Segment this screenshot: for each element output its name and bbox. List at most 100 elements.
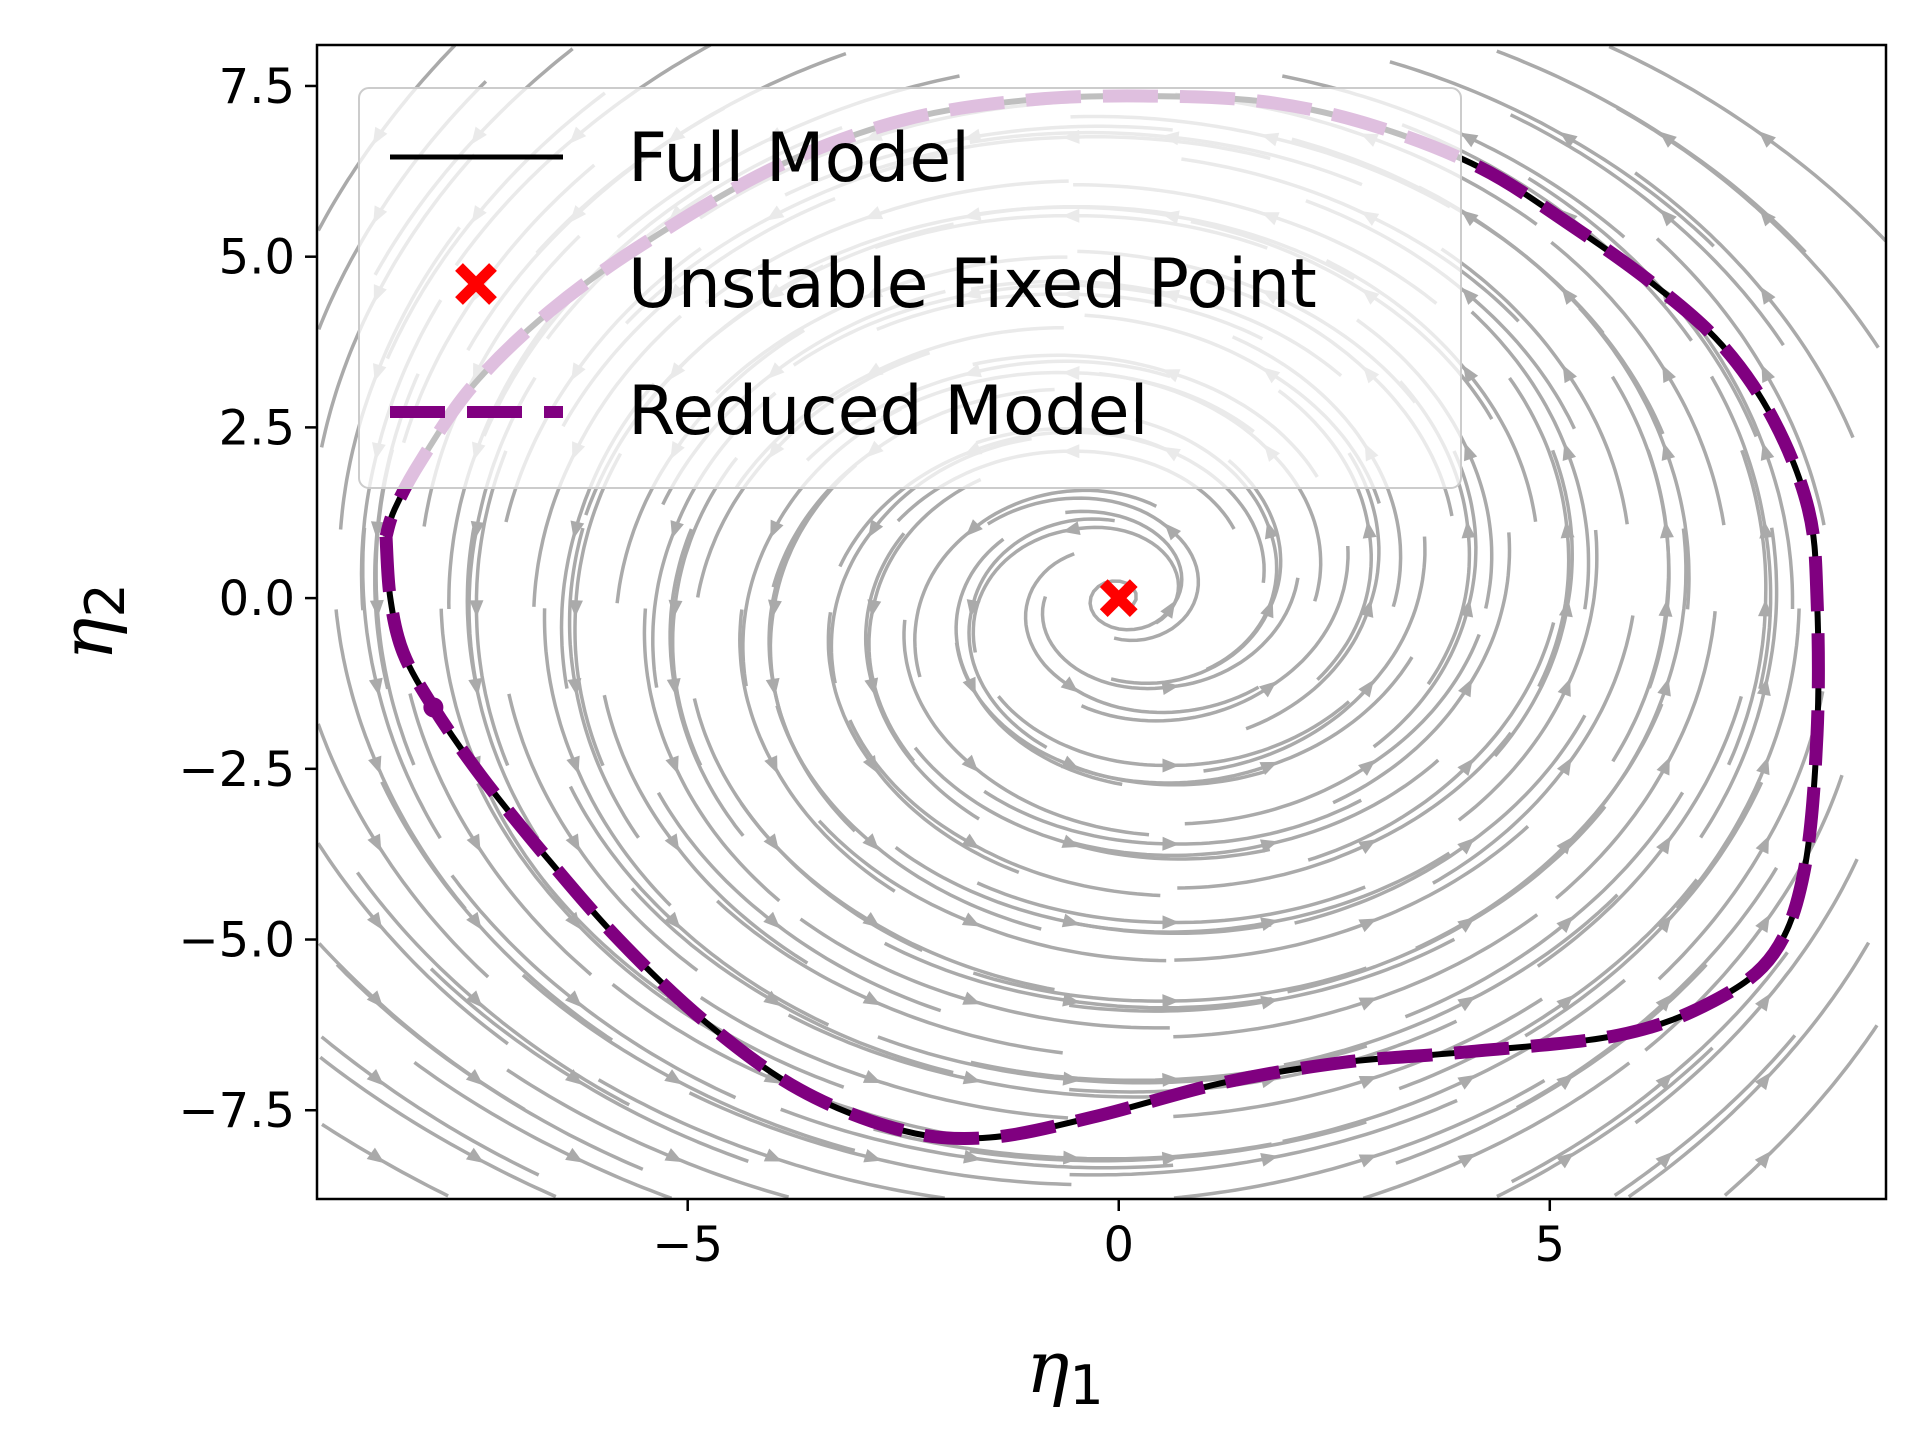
streamline-arrow [465, 1068, 484, 1086]
streamline [1496, 49, 1807, 254]
streamline-arrow [368, 677, 383, 696]
streamline-arrow [1656, 757, 1670, 776]
streamline-arrow [1562, 364, 1577, 384]
streamline [1634, 858, 1859, 1125]
y-axis-label: η2 [45, 583, 137, 661]
streamline [826, 611, 1020, 875]
streamline-arrow [670, 520, 684, 539]
streamline-arrow [1162, 836, 1180, 851]
streamline-arrow [1556, 915, 1574, 934]
streamline-arrow [668, 599, 683, 618]
streamline-arrow [768, 599, 782, 618]
streamline-arrow [961, 833, 980, 850]
streamline-arrow [763, 990, 782, 1007]
streamline-arrow [564, 990, 582, 1008]
streamline-arrow [1661, 442, 1676, 461]
y-tick-label: 7.5 [219, 59, 295, 115]
streamline-arrow [570, 520, 585, 539]
streamline-arrow [1556, 757, 1572, 776]
streamline-arrow [1162, 994, 1180, 1009]
streamline-arrow [963, 1149, 982, 1164]
y-tick-label: −5.0 [178, 913, 295, 969]
streamline-arrow [565, 1147, 584, 1163]
streamline-arrow [565, 833, 580, 852]
streamline-arrow [1264, 521, 1279, 540]
streamline-arrow [664, 1069, 683, 1085]
streamline-arrow [1358, 679, 1374, 698]
streamline-arrow [1161, 681, 1180, 696]
streamline [1608, 45, 1886, 243]
streamline [317, 842, 509, 1046]
streamline-arrow [368, 755, 382, 774]
streamline-arrow [862, 833, 880, 851]
streamline [413, 1060, 673, 1199]
streamline-arrow [1260, 917, 1279, 932]
streamline-arrow [366, 1147, 385, 1164]
streamline-arrow [862, 990, 881, 1006]
y-tick-label: 0.0 [219, 571, 295, 627]
streamline-arrow [1457, 837, 1475, 855]
streamline [1040, 577, 1300, 691]
streamline-arrow [1162, 1072, 1180, 1087]
streamline-arrow [868, 519, 884, 538]
streamline-arrow [1556, 836, 1573, 855]
streamline-arrow [1062, 521, 1081, 535]
streamline [1307, 622, 1556, 862]
streamline-arrow [1464, 442, 1478, 462]
streamline-arrow [1754, 1072, 1771, 1091]
streamline-arrow [1463, 365, 1479, 384]
streamline-arrow [1457, 996, 1476, 1012]
streamline-arrow [1461, 287, 1479, 305]
streamline [1675, 608, 1801, 910]
streamline [1395, 963, 1708, 1165]
streamline [335, 963, 644, 1171]
streamline-arrow [1460, 132, 1479, 148]
y-tick-label: −2.5 [178, 742, 295, 798]
streamline [1613, 1034, 1797, 1197]
y-tick-label: −7.5 [178, 1083, 295, 1139]
streamline-arrow [770, 519, 784, 539]
streamline-arrow [1562, 442, 1577, 461]
streamline [1610, 375, 1671, 689]
streamline-arrow [469, 600, 484, 618]
streamline-arrow [1655, 1151, 1673, 1169]
streamline [1332, 532, 1512, 805]
streamline-arrow [1260, 1153, 1279, 1167]
streamline-arrow [1657, 678, 1671, 697]
streamline-arrow [1457, 1153, 1476, 1169]
streamline-arrow [1358, 759, 1376, 776]
streamline-arrow [961, 754, 979, 772]
streamline-arrow [1259, 761, 1278, 776]
streamline-arrow [1754, 1151, 1771, 1169]
streamline-arrow [1758, 131, 1776, 148]
streamline-arrow [763, 911, 781, 929]
streamline [506, 1068, 790, 1199]
streamline [1362, 1061, 1631, 1199]
streamline-arrow [1756, 678, 1771, 697]
streamline [1294, 714, 1587, 925]
unstable-fixed-point-marker [1099, 579, 1138, 617]
streamline-arrow [370, 521, 385, 539]
streamline-arrow [1556, 995, 1574, 1012]
streamline [1616, 106, 1880, 349]
streamline-arrow [1656, 836, 1671, 855]
streamline [971, 525, 1181, 653]
streamline-arrow [664, 833, 680, 852]
streamline-arrow [466, 911, 482, 930]
streamline-arrow [764, 755, 778, 774]
streamline-arrow [1160, 600, 1176, 619]
streamline [474, 450, 510, 767]
streamline [1457, 529, 1599, 822]
streamline [320, 1035, 540, 1177]
reduced-model-start-point [423, 697, 444, 718]
streamline-arrow [465, 990, 483, 1008]
streamline-arrow [1457, 1074, 1476, 1090]
y-axis: 7.5 5.0 2.5 0.0 −2.5 −5.0 −7.5 [178, 59, 317, 1139]
streamline-arrow [1556, 1152, 1575, 1169]
streamline-arrow [564, 1069, 583, 1085]
streamline [317, 723, 490, 979]
streamline [902, 619, 1150, 837]
streamline-arrow [1458, 678, 1472, 698]
y-tick-label: 2.5 [219, 400, 295, 456]
